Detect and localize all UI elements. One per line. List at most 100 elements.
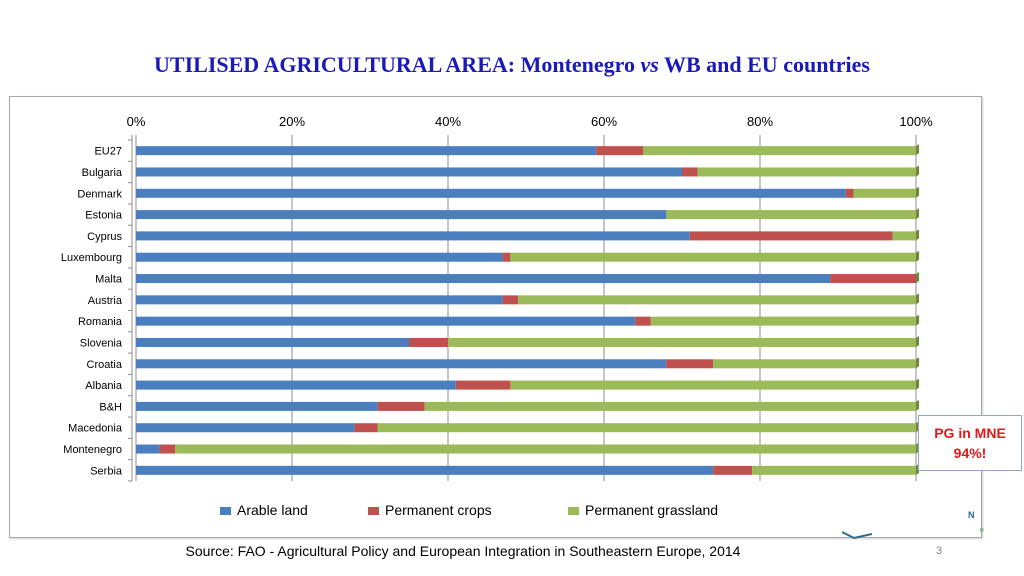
bar-segment — [682, 167, 698, 177]
title-vs: vs — [640, 52, 659, 77]
x-tick-label: 20% — [279, 114, 305, 129]
bar-segment — [596, 146, 643, 156]
chart-frame: 0% 20% 40% 60% 80% 100% EU27 Bulgaria Denmark Est… — [9, 96, 982, 538]
bar-segment — [853, 188, 916, 198]
bar-segment — [650, 316, 916, 326]
bar-segment — [666, 359, 714, 369]
bar-segment — [136, 252, 503, 262]
bar-segment — [136, 210, 667, 220]
bar-segment — [448, 337, 916, 347]
bar-endcap — [916, 250, 919, 262]
bar-endcap — [916, 399, 919, 411]
x-tick-label: 40% — [435, 114, 461, 129]
bar-segment — [409, 337, 448, 347]
logo-subtext-fragment: H — [980, 528, 984, 534]
legend-swatch — [568, 507, 579, 515]
bar-endcap — [916, 208, 919, 220]
bar-segment — [377, 401, 425, 411]
bar-segment — [502, 252, 511, 262]
category-label: Slovenia — [80, 337, 123, 349]
bar-segment — [175, 444, 916, 454]
category-label: Estonia — [85, 210, 123, 222]
category-label: B&H — [99, 401, 122, 413]
category-label: Albania — [85, 380, 123, 392]
category-label: Austria — [88, 295, 123, 307]
category-label: Romania — [78, 316, 123, 328]
bar-segment — [830, 274, 916, 284]
bar-segment — [136, 423, 355, 433]
bar-endcap — [916, 314, 919, 326]
x-tick-label: 0% — [127, 114, 146, 129]
logo-shape-icon — [842, 531, 872, 540]
bar-segment — [752, 465, 916, 475]
bar-segment — [354, 423, 378, 433]
bar-segment — [518, 295, 916, 305]
bar-segment — [502, 295, 519, 305]
bar-segment — [424, 401, 916, 411]
bar-endcap — [916, 378, 919, 390]
category-label: Croatia — [87, 359, 123, 371]
legend-label: Permanent grassland — [585, 502, 718, 518]
x-tick-label: 60% — [591, 114, 617, 129]
bar-segment — [136, 274, 831, 284]
x-tick-label: 100% — [899, 114, 933, 129]
category-label: Bulgaria — [82, 167, 123, 179]
bar-segment — [713, 465, 753, 475]
bar-segment — [136, 337, 409, 347]
bar-segment — [377, 423, 916, 433]
logo-fragment: N — [968, 510, 975, 520]
category-label: Montenegro — [63, 444, 122, 456]
bar-segment — [689, 231, 893, 241]
stacked-bar-chart: 0% 20% 40% 60% 80% 100% EU27 Bulgaria Denmark Est… — [61, 114, 933, 518]
bar-segment — [455, 380, 511, 390]
callout-line1: PG in MNE — [934, 425, 1006, 441]
category-label: EU27 — [94, 146, 122, 158]
bar-segment — [892, 231, 916, 241]
legend-label: Permanent crops — [385, 502, 492, 518]
bar-segment — [136, 295, 503, 305]
bar-endcap — [916, 293, 919, 305]
title-part1: UTILISED AGRICULTURAL AREA: Montenegro — [154, 52, 636, 77]
bar-segment — [136, 401, 378, 411]
category-label: Cyprus — [87, 231, 122, 243]
bar-segment — [159, 444, 175, 454]
category-label: Luxembourg — [61, 252, 122, 264]
bar-segment — [136, 359, 667, 369]
bar-segment — [666, 210, 916, 220]
category-label: Denmark — [77, 188, 122, 200]
category-label: Serbia — [90, 465, 123, 477]
bar-segment — [136, 316, 636, 326]
legend-swatch — [368, 507, 379, 515]
bar-endcap — [916, 335, 919, 347]
x-tick-label: 80% — [747, 114, 773, 129]
bar-segment — [510, 252, 916, 262]
bar-segment — [697, 167, 916, 177]
callout-box: PG in MNE 94%! — [918, 415, 1022, 471]
legend-swatch — [220, 507, 231, 515]
bar-endcap — [916, 357, 919, 369]
bar-endcap — [916, 229, 919, 241]
title-part2: WB and EU countries — [663, 52, 870, 77]
bar-segment — [643, 146, 916, 156]
bar-endcap — [916, 272, 919, 284]
bar-segment — [510, 380, 916, 390]
bar-endcap — [916, 144, 919, 156]
bar-segment — [845, 188, 854, 198]
category-label: Malta — [95, 274, 123, 286]
page-number: 3 — [936, 545, 943, 557]
bar-segment — [136, 167, 682, 177]
bar-segment — [136, 146, 597, 156]
bar-segment — [136, 444, 160, 454]
callout-line2: 94%! — [953, 445, 987, 461]
page-title: UTILISED AGRICULTURAL AREA: Montenegro v… — [0, 52, 1024, 78]
source-caption: Source: FAO - Agricultural Policy and Eu… — [185, 543, 741, 559]
bar-endcap — [916, 165, 919, 177]
category-label: Macedonia — [68, 423, 123, 435]
bar-segment — [136, 188, 846, 198]
legend-label: Arable land — [237, 502, 308, 518]
bar-segment — [713, 359, 916, 369]
bar-segment — [136, 231, 690, 241]
bar-segment — [136, 465, 714, 475]
bar-endcap — [916, 186, 919, 198]
bar-segment — [635, 316, 651, 326]
